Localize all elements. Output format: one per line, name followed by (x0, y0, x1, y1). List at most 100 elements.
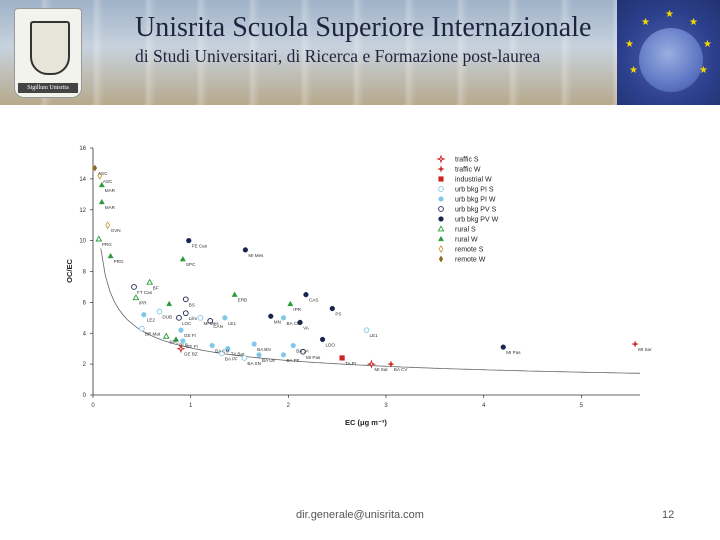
point-label: GE Fl (186, 344, 198, 349)
point-label: IPR (139, 301, 147, 306)
legend-marker (438, 206, 444, 212)
data-points (92, 164, 639, 369)
point-labels: ASC ASC MAR MAR GVN PRG PRG SPC FE Cas MI Mes FT C… (98, 171, 652, 372)
legend-marker (438, 186, 444, 192)
data-point (197, 314, 204, 321)
data-point (176, 314, 182, 321)
point-label: SPC (186, 262, 196, 267)
legend-label: urb bkg PI S (455, 187, 494, 194)
eu-globe-logo: ★ ★ ★ ★ ★ ★ ★ (617, 0, 720, 105)
data-point (182, 296, 189, 303)
legend-marker (438, 176, 444, 182)
point-label: GVN (111, 228, 121, 233)
point-label: MI Pas (306, 355, 321, 360)
point-label: LDO (326, 342, 336, 347)
data-point (241, 355, 248, 361)
data-point (225, 346, 231, 352)
point-label: FT Cas (137, 290, 153, 295)
data-point (631, 340, 639, 348)
x-tick-label: 2 (287, 403, 291, 409)
legend-label: remote S (455, 247, 484, 254)
data-point (500, 344, 506, 350)
data-point (107, 252, 114, 259)
chart-legend: traffic S traffic W industrial W urb bkg PI… (436, 154, 499, 264)
point-label: ASC (103, 179, 113, 184)
data-point (287, 300, 294, 307)
header-subtitle: di Studi Universitari, di Ricerca e Form… (135, 46, 541, 66)
point-label: LE1 (228, 321, 237, 326)
point-label: BF (153, 285, 159, 290)
y-tick-label: 12 (79, 208, 86, 214)
data-point (280, 352, 287, 358)
point-label: CAS (309, 298, 318, 303)
point-label: BS (189, 302, 195, 307)
legend-label: urb bkg PV S (455, 207, 497, 214)
data-point (98, 198, 105, 205)
data-point (186, 238, 192, 244)
point-label: MAR (105, 205, 116, 210)
data-point (222, 315, 228, 321)
crest-label: Sigillum Unisrita (18, 83, 78, 93)
data-point (319, 336, 326, 343)
point-label: GE BZ (184, 352, 198, 357)
y-tick-label: 8 (83, 270, 87, 276)
point-label: MI Mes (248, 253, 264, 258)
point-label: TA Bar (231, 352, 245, 357)
data-point (162, 332, 170, 339)
legend-label: traffic W (455, 167, 481, 174)
data-point (131, 284, 137, 290)
x-tick-label: 3 (384, 403, 388, 409)
legend-label: urb bkg PI W (455, 197, 496, 204)
data-point (141, 312, 147, 318)
point-label: MAR (105, 188, 116, 193)
point-label: BA JA (296, 349, 309, 354)
point-label: ERB (238, 298, 247, 303)
data-point (256, 352, 262, 358)
x-tick-label: 5 (580, 403, 584, 409)
data-point (300, 348, 306, 355)
star-icon: ★ (641, 17, 650, 28)
point-label: TA Pr (345, 361, 357, 366)
data-point (173, 336, 180, 342)
x-tick-label: 4 (482, 403, 486, 409)
x-tick-label: 0 (91, 403, 95, 409)
power-fit-line (100, 248, 641, 374)
point-label: BA CM (286, 321, 300, 326)
data-point (339, 355, 345, 361)
data-point (219, 350, 225, 357)
point-label: LE2 (147, 318, 156, 323)
point-label: IPR (293, 307, 301, 312)
y-tick-label: 4 (83, 331, 87, 337)
data-point (268, 313, 274, 319)
point-label: LOC (182, 321, 192, 326)
y-tick-label: 10 (79, 239, 86, 245)
point-label: BA SN (247, 361, 261, 366)
star-icon: ★ (699, 65, 708, 76)
data-point (182, 310, 189, 317)
legend-label: industrial W (455, 177, 492, 184)
crest-shield-icon (30, 21, 70, 75)
point-label: MI Sar (374, 367, 388, 372)
legend-label: urb bkg PV W (455, 217, 499, 224)
data-point (176, 344, 186, 354)
point-label: BA CV (394, 367, 408, 372)
x-tick-label: 1 (189, 403, 193, 409)
university-crest-logo: Sigillum Unisrita (14, 8, 82, 98)
data-point (387, 360, 395, 368)
data-point (329, 305, 335, 312)
fit-curve (100, 248, 641, 374)
data-point (95, 235, 103, 242)
data-point (178, 327, 184, 333)
point-label: SPC (169, 339, 179, 344)
header-banner: Sigillum Unisrita Unisrita Scuola Superi… (0, 0, 720, 105)
data-point (251, 341, 257, 347)
data-point (290, 343, 296, 349)
y-tick-label: 2 (83, 362, 87, 368)
data-point (97, 171, 103, 180)
point-label: GE Fl (184, 333, 196, 338)
data-point (179, 255, 186, 262)
point-label: LE1 (370, 333, 379, 338)
data-point (166, 300, 173, 307)
y-tick-label: 16 (79, 146, 86, 152)
